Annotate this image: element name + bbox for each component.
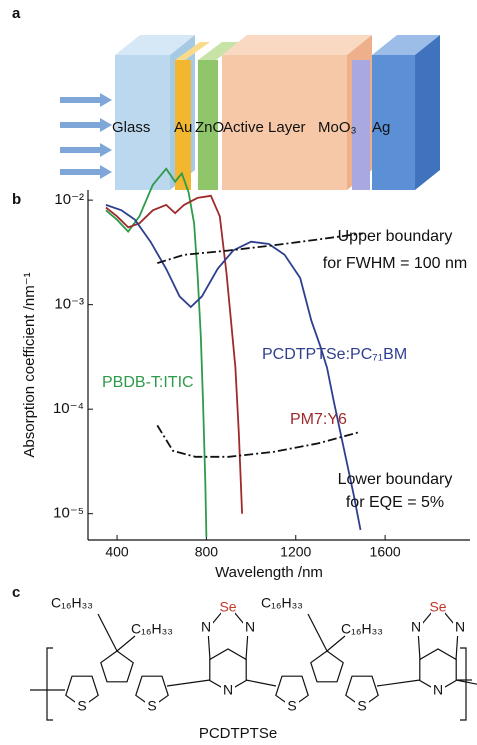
atom-label: S <box>287 698 296 714</box>
light-arrows <box>60 93 112 179</box>
layer-top <box>222 35 372 55</box>
layer-top <box>372 35 440 55</box>
series-line <box>157 232 363 264</box>
bond <box>421 611 433 625</box>
bond <box>455 679 477 685</box>
bracket <box>46 647 53 721</box>
y-tick-label: 10⁻² <box>54 191 84 208</box>
series-line <box>105 194 243 514</box>
atom-bg <box>221 683 235 699</box>
layer-top <box>175 42 210 60</box>
ring <box>275 675 309 708</box>
series-line <box>105 204 362 531</box>
x-axis-label: Wavelength /nm <box>215 564 323 581</box>
layer-top <box>198 42 240 60</box>
x-tick-label: 400 <box>105 544 129 560</box>
atom-bg <box>431 683 445 699</box>
atom-bg <box>145 699 159 715</box>
bond <box>245 679 277 687</box>
ring <box>345 675 379 708</box>
alkyl-label: C₁₆H₃₃ <box>261 595 303 611</box>
bond <box>166 679 211 687</box>
bond <box>116 635 136 652</box>
atom-label: N <box>411 619 421 635</box>
layer-label: Active Layer <box>223 119 306 136</box>
atom-bg <box>243 620 257 636</box>
atom-label: N <box>433 682 443 698</box>
atom-label: N <box>201 619 211 635</box>
alkyl-label: C₁₆H₃₃ <box>51 595 93 611</box>
layer-label: Au <box>174 119 192 136</box>
atom-bg <box>221 600 235 616</box>
bond <box>97 613 118 652</box>
ring <box>100 650 134 683</box>
series-line <box>156 424 359 458</box>
glass-layer <box>115 55 170 190</box>
annotation: for EQE = 5% <box>346 494 444 511</box>
atom-bg <box>199 620 213 636</box>
atom-label: S <box>77 698 86 714</box>
y-tick-label: 10⁻⁴ <box>53 400 84 417</box>
series-label: PCDTPTSe:PC₇₁BM <box>262 346 407 363</box>
y-tick-label: 10⁻⁵ <box>53 505 84 522</box>
alkyl-label: C₁₆H₃₃ <box>341 621 383 637</box>
panel-label: c <box>12 584 20 601</box>
layer-label: Glass <box>112 119 150 136</box>
au-layer <box>175 60 191 190</box>
bond <box>211 611 223 625</box>
bond <box>376 679 421 687</box>
bond <box>307 613 328 652</box>
series-label: PM7:Y6 <box>290 411 347 428</box>
moo3-layer <box>352 60 370 190</box>
atom-bg <box>409 620 423 636</box>
x-tick-label: 800 <box>195 544 219 560</box>
x-tick-label: 1200 <box>280 544 311 560</box>
y-tick-label: 10⁻³ <box>54 296 84 313</box>
layer-label: MoO₃ <box>318 119 357 136</box>
y-axis-label: Absorption coefficient /nm⁻¹ <box>21 272 38 457</box>
layer-label: Ag <box>372 119 390 136</box>
atom-label: Se <box>429 599 446 615</box>
device-stack <box>60 35 440 190</box>
bond <box>326 635 346 652</box>
active-layer <box>222 55 347 190</box>
zno-layer <box>198 60 218 190</box>
atom-label: N <box>455 619 465 635</box>
ring <box>65 675 99 708</box>
bond <box>233 611 245 625</box>
bracket <box>460 647 467 721</box>
panel-label: a <box>12 5 21 22</box>
bond <box>443 611 455 625</box>
series-label: PBDB-T:ITIC <box>102 374 194 391</box>
atom-label: N <box>245 619 255 635</box>
atom-label: S <box>147 698 156 714</box>
atom-bg <box>453 620 467 636</box>
atom-label: S <box>357 698 366 714</box>
annotation: Upper boundary <box>338 228 453 245</box>
layer-side <box>415 35 440 190</box>
alkyl-label: C₁₆H₃₃ <box>131 621 173 637</box>
series-line <box>105 167 208 537</box>
annotation: for FWHM = 100 nm <box>323 255 467 272</box>
x-tick-label: 1600 <box>370 544 401 560</box>
ring <box>310 650 344 683</box>
atom-bg <box>355 699 369 715</box>
ag-layer <box>372 55 415 190</box>
polymer-name: PCDTPTSe <box>199 725 277 742</box>
ring <box>135 675 169 708</box>
atom-bg <box>285 699 299 715</box>
atom-label: Se <box>219 599 236 615</box>
atom-label: N <box>223 682 233 698</box>
atom-bg <box>431 600 445 616</box>
atom-bg <box>75 699 89 715</box>
annotation: Lower boundary <box>338 471 453 488</box>
layer-label: ZnO <box>195 119 224 136</box>
panel-label: b <box>12 191 21 208</box>
layer-top <box>115 35 195 55</box>
